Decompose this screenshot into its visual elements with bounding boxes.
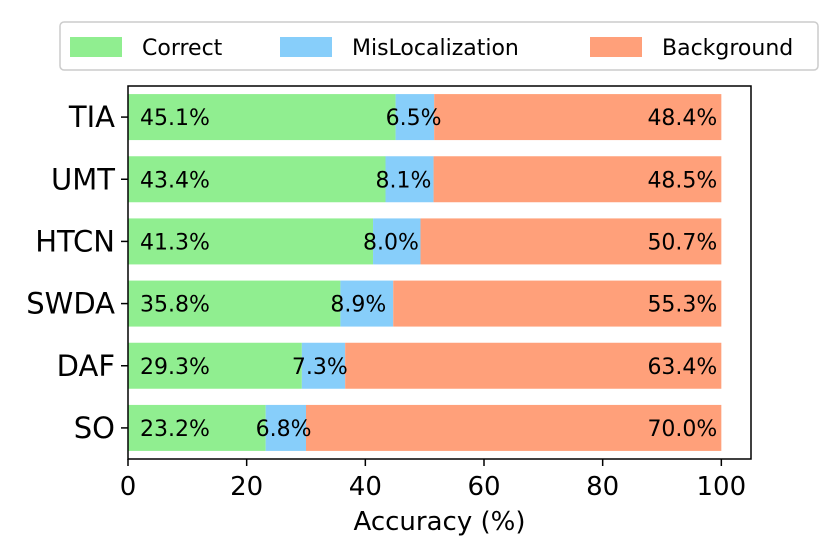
plot-frame xyxy=(127,85,752,460)
legend-swatch-background xyxy=(590,37,642,57)
legend: Correct MisLocalization Background xyxy=(59,21,819,71)
bar-correct-swda xyxy=(128,280,341,327)
x-tick-label-100: 100 xyxy=(697,472,747,502)
bar-correct-umt xyxy=(128,156,386,203)
y-tick-label-daf: DAF xyxy=(57,349,115,383)
y-tick-label-swda: SWDA xyxy=(26,287,115,321)
bar-correct-tia xyxy=(128,94,396,141)
bar-background-htcn xyxy=(420,218,722,265)
bar-background-so xyxy=(306,404,722,451)
bar-mislocalization-htcn xyxy=(373,218,421,265)
bar-mislocalization-so xyxy=(265,404,306,451)
y-axis: TIA UMT HTCN SWDA DAF SO xyxy=(26,100,128,445)
legend-label-background: Background xyxy=(662,36,793,61)
x-axis-title: Accuracy (%) xyxy=(354,507,526,537)
x-axis: 0 20 40 60 80 100 xyxy=(120,459,746,502)
bar-mislocalization-swda xyxy=(340,280,394,327)
bar-mislocalization-tia xyxy=(395,94,435,141)
data-label-correct-tia: 45.1% xyxy=(140,106,210,131)
data-label-background-htcn: 50.7% xyxy=(647,230,717,255)
bar-correct-htcn xyxy=(128,218,374,265)
data-label-correct-htcn: 41.3% xyxy=(140,230,210,255)
x-tick-label-80: 80 xyxy=(586,472,619,502)
bar-mislocalization-umt xyxy=(385,156,434,203)
y-tick-label-umt: UMT xyxy=(51,162,115,196)
data-label-mislocalization-so: 6.8% xyxy=(256,417,312,442)
bar-background-swda xyxy=(393,280,722,327)
legend-label-mislocalization: MisLocalization xyxy=(352,36,519,61)
legend-swatch-mislocalization xyxy=(280,37,332,57)
x-tick-label-20: 20 xyxy=(230,472,263,502)
bar-background-daf xyxy=(345,342,722,389)
y-tick-label-so: SO xyxy=(74,411,115,445)
bar-mislocalization-daf xyxy=(301,342,346,389)
data-label-correct-so: 23.2% xyxy=(140,417,210,442)
bar-background-tia xyxy=(434,94,722,141)
bars-layer xyxy=(128,94,722,451)
data-label-background-swda: 55.3% xyxy=(647,293,717,318)
data-label-background-so: 70.0% xyxy=(647,417,717,442)
data-label-correct-daf: 29.3% xyxy=(140,355,210,380)
x-tick-label-60: 60 xyxy=(467,472,500,502)
bar-correct-daf xyxy=(128,342,302,389)
bar-background-umt xyxy=(433,156,722,203)
data-label-mislocalization-htcn: 8.0% xyxy=(363,230,419,255)
y-tick-label-htcn: HTCN xyxy=(35,224,115,258)
data-label-background-daf: 63.4% xyxy=(647,355,717,380)
x-tick-label-40: 40 xyxy=(349,472,382,502)
legend-swatch-correct xyxy=(70,37,122,57)
data-label-mislocalization-umt: 8.1% xyxy=(376,168,432,193)
data-label-mislocalization-swda: 8.9% xyxy=(330,293,386,318)
bar-labels-layer: 45.1% 6.5% 48.4% 43.4% 8.1% 48.5% 41.3% 8.0% 50.… xyxy=(140,106,717,442)
legend-box xyxy=(59,21,819,71)
data-label-background-tia: 48.4% xyxy=(647,106,717,131)
data-label-mislocalization-tia: 6.5% xyxy=(386,106,442,131)
bar-correct-so xyxy=(128,404,266,451)
legend-label-correct: Correct xyxy=(142,36,223,61)
x-tick-label-0: 0 xyxy=(120,472,137,502)
data-label-correct-swda: 35.8% xyxy=(140,293,210,318)
y-tick-label-tia: TIA xyxy=(68,100,115,134)
data-label-correct-umt: 43.4% xyxy=(140,168,210,193)
data-label-background-umt: 48.5% xyxy=(647,168,717,193)
data-label-mislocalization-daf: 7.3% xyxy=(292,355,348,380)
